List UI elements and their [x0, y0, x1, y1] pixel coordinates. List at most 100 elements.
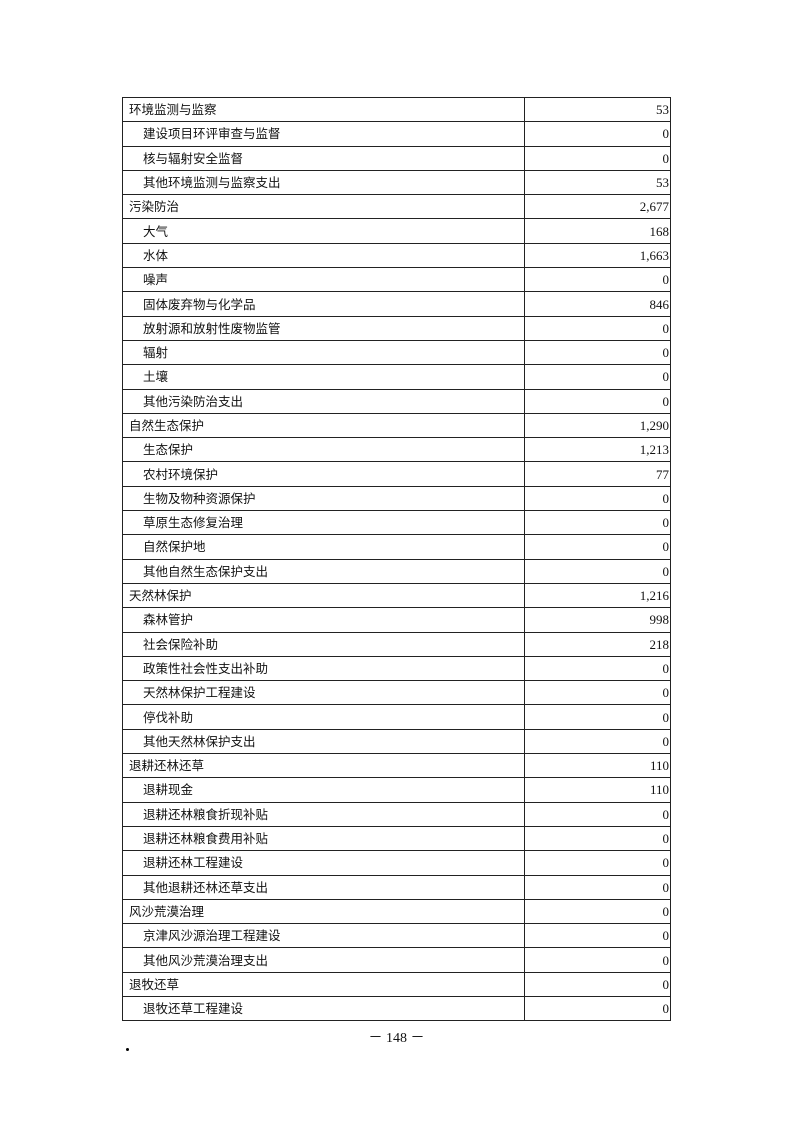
row-name: 其他污染防治支出 [122, 388, 525, 414]
row-name: 天然林保护工程建设 [122, 680, 525, 706]
row-name: 退牧还草工程建设 [122, 995, 525, 1022]
row-name: 水体 [122, 242, 525, 269]
table-row: 天然林保护 1,216 [122, 582, 671, 609]
row-value: 53 [524, 96, 671, 123]
table-row: 退耕还林还草 110 [122, 753, 671, 779]
row-name: 政策性社会性支出补助 [122, 655, 525, 682]
row-value: 0 [524, 534, 671, 560]
row-name: 其他环境监测与监察支出 [122, 169, 525, 196]
row-name: 退耕还林还草 [122, 753, 525, 779]
row-name: 自然生态保护 [122, 412, 525, 439]
row-value: 0 [524, 704, 671, 730]
row-name: 自然保护地 [122, 534, 525, 560]
row-value: 998 [524, 607, 671, 633]
table-row: 政策性社会性支出补助 0 [122, 655, 671, 682]
row-value: 0 [524, 995, 671, 1022]
table-row: 辐射 0 [122, 339, 671, 366]
row-value: 1,216 [524, 582, 671, 609]
row-value: 0 [524, 485, 671, 512]
row-value: 0 [524, 121, 671, 147]
row-name: 其他风沙荒漠治理支出 [122, 947, 525, 973]
row-name: 农村环境保护 [122, 461, 525, 487]
row-value: 0 [524, 850, 671, 876]
page-number: － 148 － [368, 1031, 425, 1046]
row-value: 0 [524, 825, 671, 852]
row-value: 168 [524, 218, 671, 244]
table-row: 退耕还林工程建设 0 [122, 850, 671, 876]
row-name: 退耕还林粮食折现补贴 [122, 801, 525, 827]
row-value: 0 [524, 315, 671, 341]
row-value: 0 [524, 947, 671, 973]
table-row: 生物及物种资源保护 0 [122, 485, 671, 512]
row-name: 核与辐射安全监督 [122, 145, 525, 171]
row-name: 其他天然林保护支出 [122, 728, 525, 755]
row-name: 其他退耕还林还草支出 [122, 874, 525, 900]
row-name: 放射源和放射性废物监管 [122, 315, 525, 341]
table-row: 天然林保护工程建设 0 [122, 680, 671, 706]
table-row: 自然生态保护 1,290 [122, 412, 671, 439]
table-row: 其他污染防治支出 0 [122, 388, 671, 414]
table-row: 停伐补助 0 [122, 704, 671, 730]
row-value: 0 [524, 558, 671, 584]
table-row: 其他天然林保护支出 0 [122, 728, 671, 755]
row-value: 1,663 [524, 242, 671, 269]
row-name: 辐射 [122, 339, 525, 366]
row-value: 2,677 [524, 194, 671, 220]
table-row: 污染防治 2,677 [122, 194, 671, 220]
row-value: 0 [524, 680, 671, 706]
table-body: 环境监测与监察 53 建设项目环评审查与监督 0 核与辐射安全监督 0 其他环境监测与监察支… [122, 96, 671, 1022]
table-row: 退牧还草 0 [122, 971, 671, 997]
table-row: 生态保护 1,213 [122, 437, 671, 463]
table-row: 退耕还林粮食折现补贴 0 [122, 801, 671, 827]
table-row: 京津风沙源治理工程建设 0 [122, 923, 671, 949]
row-value: 0 [524, 655, 671, 682]
row-name: 大气 [122, 218, 525, 244]
row-value: 218 [524, 631, 671, 657]
table-row: 草原生态修复治理 0 [122, 510, 671, 536]
table-row: 噪声 0 [122, 267, 671, 293]
row-name: 土壤 [122, 364, 525, 390]
row-value: 0 [524, 923, 671, 949]
expenditure-table: 环境监测与监察 53 建设项目环评审查与监督 0 核与辐射安全监督 0 其他环境监测与监察支… [122, 96, 671, 1022]
row-name: 停伐补助 [122, 704, 525, 730]
table-row: 农村环境保护 77 [122, 461, 671, 487]
row-value: 0 [524, 145, 671, 171]
table-row: 其他退耕还林还草支出 0 [122, 874, 671, 900]
row-name: 生物及物种资源保护 [122, 485, 525, 512]
row-value: 0 [524, 801, 671, 827]
row-value: 1,290 [524, 412, 671, 439]
row-value: 77 [524, 461, 671, 487]
table-row: 风沙荒漠治理 0 [122, 898, 671, 925]
row-name: 噪声 [122, 267, 525, 293]
row-name: 生态保护 [122, 437, 525, 463]
table-row: 环境监测与监察 53 [122, 96, 671, 123]
row-value: 0 [524, 267, 671, 293]
table-row: 建设项目环评审查与监督 0 [122, 121, 671, 147]
row-name: 森林管护 [122, 607, 525, 633]
row-name: 其他自然生态保护支出 [122, 558, 525, 584]
row-name: 天然林保护 [122, 582, 525, 609]
table-row: 自然保护地 0 [122, 534, 671, 560]
row-name: 草原生态修复治理 [122, 510, 525, 536]
row-name: 退耕现金 [122, 777, 525, 803]
row-value: 0 [524, 728, 671, 755]
table-row: 固体废弃物与化学品 846 [122, 291, 671, 317]
row-value: 0 [524, 364, 671, 390]
row-value: 0 [524, 874, 671, 900]
row-name: 京津风沙源治理工程建设 [122, 923, 525, 949]
row-name: 环境监测与监察 [122, 96, 525, 123]
row-value: 0 [524, 510, 671, 536]
table-row: 大气 168 [122, 218, 671, 244]
row-value: 53 [524, 169, 671, 196]
table-row: 其他自然生态保护支出 0 [122, 558, 671, 584]
row-name: 退耕还林工程建设 [122, 850, 525, 876]
table-row: 退耕现金 110 [122, 777, 671, 803]
row-value: 0 [524, 388, 671, 414]
row-value: 110 [524, 777, 671, 803]
table-row: 退牧还草工程建设 0 [122, 995, 671, 1022]
row-value: 0 [524, 339, 671, 366]
row-name: 退牧还草 [122, 971, 525, 997]
row-name: 风沙荒漠治理 [122, 898, 525, 925]
table-row: 其他环境监测与监察支出 53 [122, 169, 671, 196]
row-value: 110 [524, 753, 671, 779]
